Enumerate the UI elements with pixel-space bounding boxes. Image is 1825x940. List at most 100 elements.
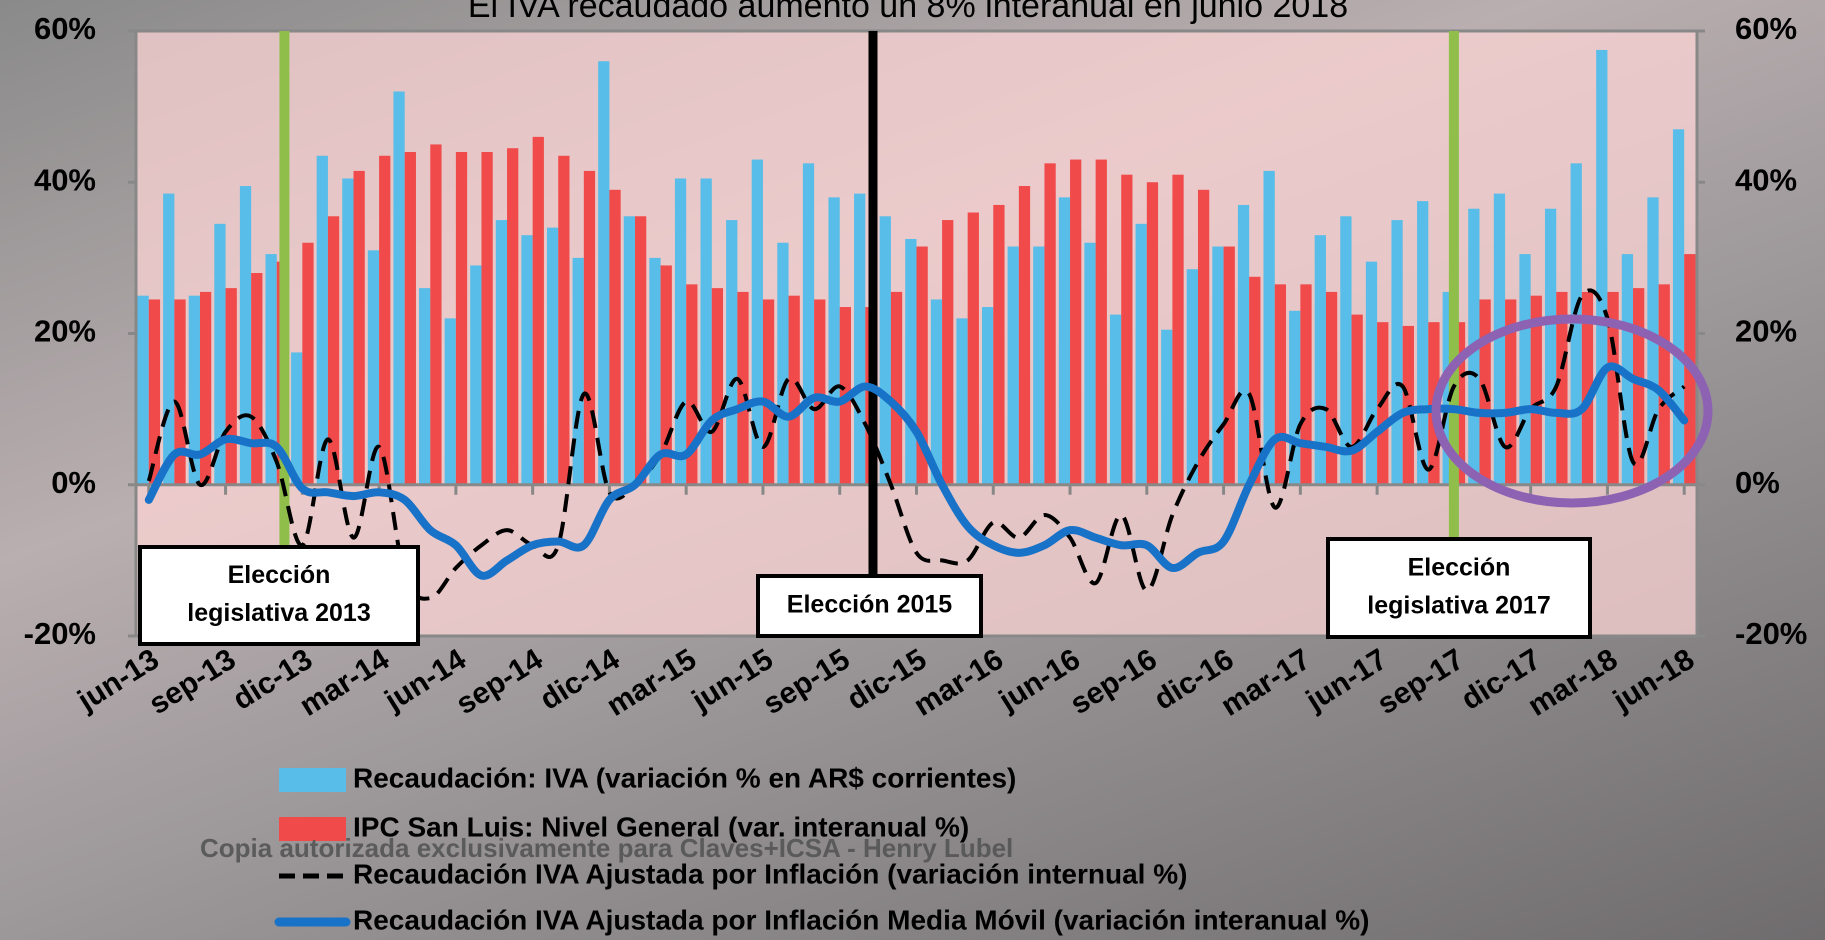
bar [1659,284,1670,484]
bar [649,258,660,485]
x-tick-label: mar-16 [908,643,1009,723]
bar [481,152,492,485]
annotation-text: Elección 2015 [787,591,952,619]
annotation-text: legislativa 2013 [187,599,370,627]
bar [1673,129,1684,484]
annotation-text: Elección [1408,554,1511,582]
bar [1238,205,1249,485]
bar [1391,220,1402,485]
annotation-text: legislativa 2017 [1367,592,1550,620]
x-tick-label: sep-13 [143,643,241,721]
bar [1084,243,1095,485]
legend-label: Recaudación IVA Ajustada por Inflación (… [353,858,1187,889]
y-tick-label: -20% [24,616,96,651]
x-tick-label: mar-17 [1215,643,1316,723]
bar [393,92,404,485]
bar [1147,182,1158,485]
x-tick-label: mar-14 [294,643,395,723]
bar [598,61,609,485]
bar [138,296,149,485]
bar [1249,277,1260,485]
bar [507,148,518,485]
y-tick-label: 0% [51,465,96,500]
bar [430,144,441,484]
bar [828,197,839,484]
x-tick-label: mar-18 [1522,643,1623,723]
y2-tick-label: 20% [1735,314,1797,349]
bar [1008,247,1019,485]
bar [905,239,916,485]
bar [891,292,902,485]
x-tick-label: jun-15 [686,643,779,718]
x-tick-label: jun-17 [1300,643,1393,718]
bar [789,296,800,485]
bar [1070,160,1081,485]
bar [1096,160,1107,485]
bar [149,299,160,484]
y2-tick-label: 60% [1735,11,1797,46]
bar [533,137,544,485]
bar [982,307,993,485]
x-tick-label: mar-15 [601,643,702,723]
bar [1596,50,1607,485]
bar [251,273,262,485]
bar [1110,315,1121,485]
bar [1044,163,1055,484]
bar [763,299,774,484]
bar [328,216,339,484]
bar [558,156,569,485]
bar [814,299,825,484]
bar [1403,326,1414,485]
bar [993,205,1004,485]
x-tick-label: sep-15 [758,643,856,721]
bar [496,220,507,485]
bar [609,190,620,485]
x-tick-label: jun-13 [71,643,164,718]
legend-label: Recaudación IVA Ajustada por Inflación M… [353,904,1370,935]
x-tick-label: sep-17 [1372,643,1470,721]
bar [1352,315,1363,485]
bar [419,288,430,485]
y-tick-label: 20% [34,314,96,349]
bar [163,194,174,485]
y2-tick-label: -20% [1735,616,1807,651]
bar [1136,224,1147,485]
bar [547,228,558,485]
bar [291,352,302,484]
bar [624,216,635,484]
x-tick-label: sep-14 [450,643,548,722]
bar [956,318,967,484]
bar [521,235,532,485]
annotation-text: Elección [228,561,331,589]
bar [226,288,237,485]
bar [777,243,788,485]
bar [302,243,313,485]
bar [968,213,979,485]
bar [635,216,646,484]
bar [1300,284,1311,484]
bar [803,163,814,484]
bar [1172,175,1183,485]
bar [1275,284,1286,484]
chart: El IVA recaudado aumentó un 8% interanua… [0,0,1825,940]
bar [880,216,891,484]
y-tick-label: 60% [34,11,96,46]
bar [1019,186,1030,485]
x-tick-label: jun-16 [993,643,1086,718]
bar [1187,269,1198,485]
bar [470,265,481,484]
bar [354,171,365,485]
y2-tick-label: 40% [1735,162,1797,197]
bar [379,156,390,485]
bar [675,178,686,484]
bar [405,152,416,485]
bar [726,220,737,485]
bar [1519,254,1530,485]
page: {"chart_data": {"type": "bar", "title": … [0,0,1825,940]
bar [584,171,595,485]
bar [445,318,456,484]
bar [1161,330,1172,485]
bar [854,194,865,485]
bar [1212,247,1223,485]
x-tick-label: jun-18 [1607,643,1700,718]
